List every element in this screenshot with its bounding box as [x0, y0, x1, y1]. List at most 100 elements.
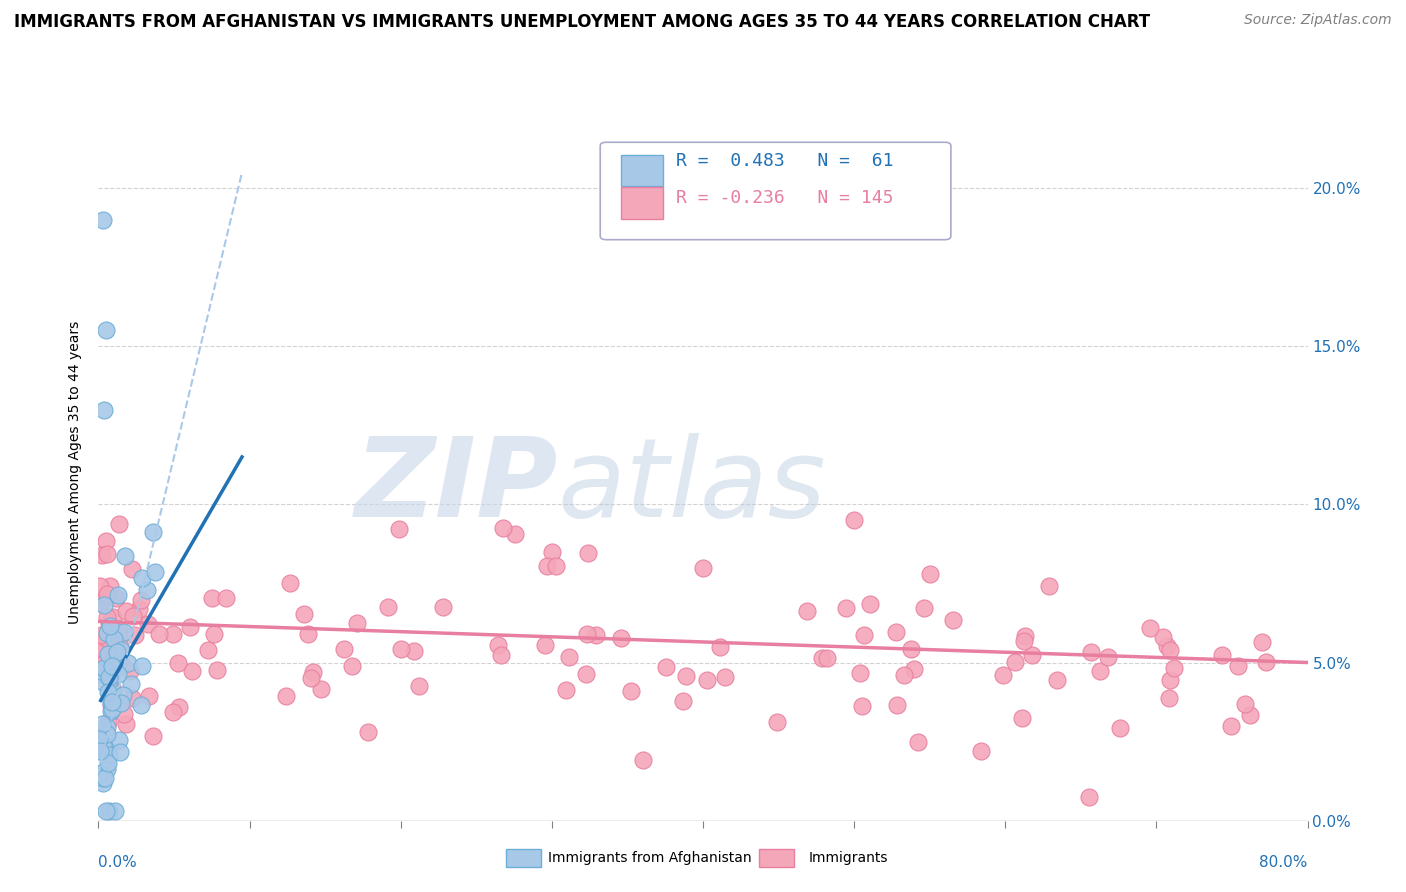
- Point: [402, 644, 425, 658]
- Point: [215, 591, 238, 606]
- Point: [122, 608, 145, 623]
- Point: [1014, 629, 1036, 643]
- Point: [105, 645, 128, 659]
- Point: [108, 622, 131, 636]
- Text: R = -0.236   N = 145: R = -0.236 N = 145: [676, 189, 894, 207]
- Point: [93, 741, 115, 756]
- Point: [108, 745, 131, 759]
- Point: [297, 627, 319, 641]
- Point: [138, 690, 160, 704]
- Point: [536, 558, 558, 573]
- Point: [97, 647, 120, 661]
- Point: [377, 600, 399, 615]
- Y-axis label: Unemployment Among Ages 35 to 44 years: Unemployment Among Ages 35 to 44 years: [69, 321, 83, 624]
- Point: [107, 666, 129, 681]
- Point: [103, 632, 125, 646]
- Point: [100, 657, 122, 671]
- Point: [848, 665, 870, 680]
- Point: [98, 747, 121, 762]
- Point: [101, 694, 124, 708]
- Point: [893, 668, 915, 682]
- Point: [101, 665, 124, 679]
- Point: [610, 631, 633, 645]
- Point: [94, 534, 117, 549]
- Point: [544, 559, 567, 574]
- Point: [94, 323, 117, 337]
- Point: [540, 545, 562, 559]
- Point: [197, 643, 219, 657]
- Point: [671, 694, 693, 708]
- Point: [534, 639, 557, 653]
- FancyBboxPatch shape: [600, 142, 950, 240]
- Point: [89, 744, 111, 758]
- Point: [108, 639, 131, 653]
- Point: [136, 616, 159, 631]
- Point: [89, 661, 111, 675]
- Point: [93, 402, 115, 417]
- Point: [115, 604, 138, 618]
- Point: [131, 698, 153, 712]
- Point: [101, 658, 124, 673]
- Point: [96, 631, 118, 645]
- Point: [907, 734, 929, 748]
- Point: [162, 626, 184, 640]
- Point: [108, 732, 131, 747]
- Point: [1156, 639, 1178, 653]
- Point: [1159, 673, 1181, 688]
- Text: Source: ZipAtlas.com: Source: ZipAtlas.com: [1244, 13, 1392, 28]
- Point: [118, 664, 141, 678]
- Point: [278, 576, 301, 591]
- Point: [1139, 621, 1161, 635]
- Point: [89, 766, 111, 780]
- Point: [1021, 648, 1043, 662]
- Point: [991, 668, 1014, 682]
- Point: [1159, 643, 1181, 657]
- Point: [142, 524, 165, 539]
- Point: [1163, 660, 1185, 674]
- Point: [1012, 633, 1035, 648]
- Point: [89, 579, 111, 593]
- Point: [585, 628, 607, 642]
- Point: [903, 662, 925, 676]
- Point: [129, 592, 152, 607]
- Point: [96, 547, 118, 561]
- Point: [162, 705, 184, 719]
- Point: [1088, 664, 1111, 678]
- Point: [131, 659, 153, 673]
- Point: [107, 635, 129, 649]
- Point: [1080, 645, 1102, 659]
- Point: [97, 684, 120, 698]
- Point: [167, 656, 190, 670]
- Point: [110, 642, 132, 657]
- Point: [970, 744, 993, 758]
- Point: [620, 684, 643, 698]
- Bar: [621, 187, 664, 219]
- Point: [98, 672, 121, 686]
- Point: [121, 690, 143, 705]
- Point: [96, 762, 118, 776]
- Point: [101, 695, 124, 709]
- Point: [180, 664, 202, 678]
- Point: [104, 804, 127, 818]
- Point: [1109, 722, 1132, 736]
- Text: Immigrants from Afghanistan: Immigrants from Afghanistan: [548, 851, 752, 865]
- Text: ZIP: ZIP: [354, 434, 558, 541]
- Point: [93, 656, 115, 670]
- Point: [204, 627, 226, 641]
- Text: 0.0%: 0.0%: [98, 855, 138, 871]
- Point: [91, 716, 114, 731]
- Point: [89, 645, 111, 659]
- Point: [101, 683, 124, 698]
- Point: [103, 610, 125, 624]
- Point: [141, 730, 163, 744]
- Point: [87, 731, 110, 746]
- Point: [486, 638, 509, 652]
- Point: [491, 648, 513, 663]
- Point: [432, 600, 454, 615]
- Point: [292, 607, 315, 621]
- Point: [388, 522, 411, 536]
- Point: [104, 591, 127, 605]
- Point: [100, 579, 122, 593]
- Point: [120, 676, 142, 690]
- Point: [117, 656, 139, 670]
